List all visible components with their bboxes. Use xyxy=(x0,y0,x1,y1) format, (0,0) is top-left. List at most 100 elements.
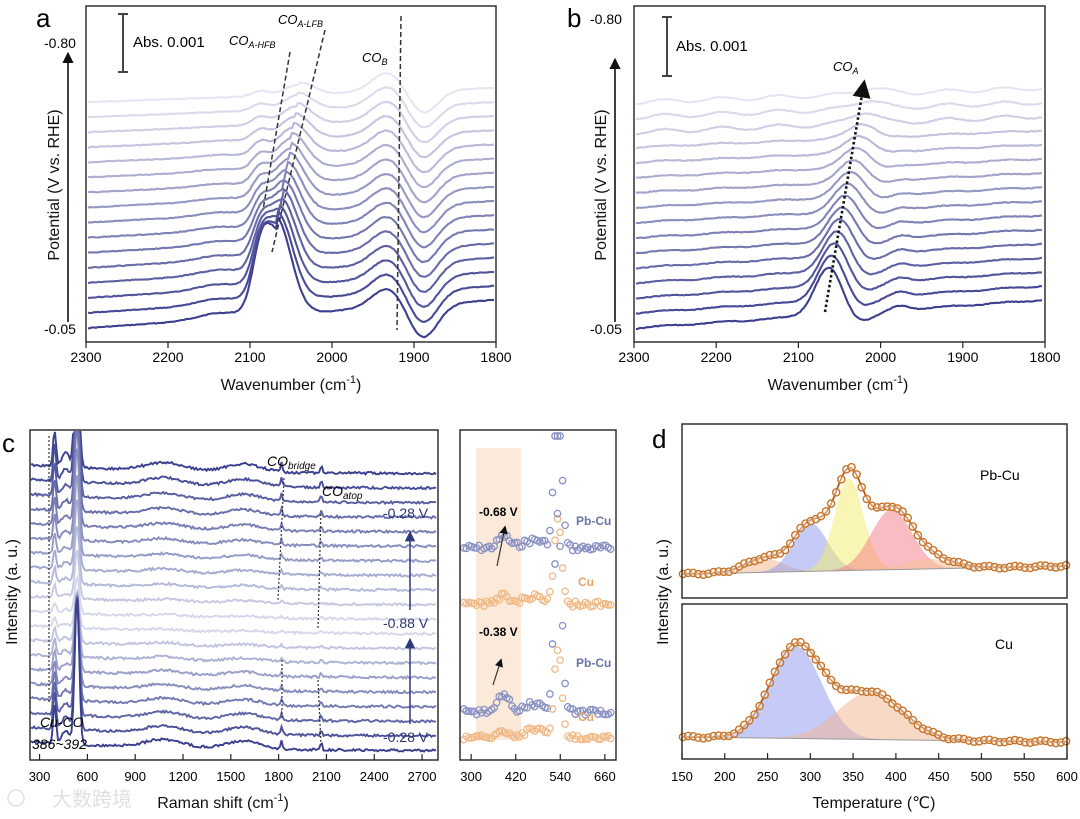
fit-peak-d xyxy=(683,509,1066,574)
inset-data-point xyxy=(553,432,562,440)
inset-data-point xyxy=(561,587,569,596)
inset-data-point xyxy=(576,735,585,744)
ir-spectrum-line xyxy=(87,100,495,144)
tpd-data-point xyxy=(806,648,816,658)
tpd-data-point xyxy=(755,701,764,711)
x-tick-label: 2100 xyxy=(312,769,341,784)
panel-a-pot-bottom: -0.05 xyxy=(44,321,76,337)
ir-spectrum-line xyxy=(87,72,495,114)
panel-a-ylabel: Potential (V vs. RHE) xyxy=(46,109,63,260)
tpd-data-point xyxy=(775,658,785,667)
ir-spectrum-line xyxy=(87,86,495,129)
raman-spectrum-line xyxy=(30,595,437,709)
panel-d-top-label: Pb-Cu xyxy=(980,467,1020,483)
inset-data-point xyxy=(606,545,615,553)
tpd-data-point xyxy=(826,675,836,685)
raman-spectrum-line xyxy=(30,431,437,476)
panel-b-xlabel: Wavenumber (cm-1) xyxy=(768,374,909,394)
inset-cu-2: Cu xyxy=(578,710,594,724)
tpd-data-point xyxy=(852,470,861,479)
inset-data-point xyxy=(548,572,557,580)
inset-data-point xyxy=(538,536,547,545)
x-tick-label: 420 xyxy=(505,769,527,784)
panel-a-scale-text: Abs. 0.001 xyxy=(133,34,205,51)
x-tick-label: 300 xyxy=(29,769,51,784)
raman-spectrum-line xyxy=(31,431,437,520)
panel-a-pot-top: -0.80 xyxy=(44,35,76,51)
inset-arrow-2 xyxy=(492,658,503,686)
raman-spectrum-line xyxy=(30,525,437,593)
panel-c-ticks: 300 600 900 1200 1500 1800 2100 2400 2700 xyxy=(29,754,437,784)
tpd-data-point xyxy=(898,507,907,516)
ir-spectrum-line xyxy=(87,214,495,339)
panel-b-pot-top: -0.80 xyxy=(590,11,622,27)
panel-c: c CObridge COatop Cu-CO 386~392 -0.28 V … xyxy=(2,428,439,812)
panel-d-curves xyxy=(678,462,1071,748)
inset-data-point xyxy=(543,540,552,549)
ir-spectrum-line xyxy=(87,209,495,324)
panel-c-v-top: -0.28 V xyxy=(383,505,429,521)
panel-a-hfb-guide xyxy=(262,51,291,211)
panel-a: a Abs. 0.001 COA-HFB COA-LFB COB -0.80 -… xyxy=(36,3,512,394)
panel-d: d Pb-Cu Cu Intensity (a. u.) 150 200 250 30… xyxy=(652,423,1078,812)
panel-a-lfb-guide xyxy=(271,29,326,253)
inset-data-point xyxy=(465,733,473,742)
panel-b-frame xyxy=(633,5,1046,343)
panel-b-shift-arrow xyxy=(823,79,871,313)
tpd-data-point xyxy=(816,661,826,671)
x-tick-label: 2100 xyxy=(234,349,265,365)
panel-c-co-atop: COatop xyxy=(322,483,363,502)
tpd-data-point xyxy=(903,513,913,523)
panel-c-v-mid: -0.88 V xyxy=(383,615,429,631)
x-tick-label: 2400 xyxy=(360,769,389,784)
x-tick-label: 2200 xyxy=(701,349,732,365)
ir-spectrum-line xyxy=(87,187,495,278)
inset-data-point xyxy=(546,587,554,596)
panel-b: b Abs. 0.001 COA -0.80 -0.05 Potential (… xyxy=(567,3,1061,394)
x-tick-label: 500 xyxy=(971,769,993,784)
ir-spectrum-line xyxy=(635,170,1043,210)
inset-data-point xyxy=(518,542,526,551)
tpd-data-point xyxy=(908,522,918,531)
ir-spectrum-line xyxy=(87,151,495,219)
inset-data-point xyxy=(546,724,554,733)
inset-ticks: 300 420 540 660 xyxy=(460,754,616,784)
panel-b-ylabel: Potential (V vs. RHE) xyxy=(593,109,610,260)
inset-data-point xyxy=(586,732,595,741)
ir-spectrum-line xyxy=(88,112,495,159)
raman-spectrum-line xyxy=(30,431,437,491)
inset-data-point xyxy=(546,526,554,535)
ir-spectrum-line xyxy=(635,134,1043,165)
tpd-data-point xyxy=(750,710,759,719)
panel-c-label: c xyxy=(2,428,15,458)
inset-data-point xyxy=(462,707,471,715)
inset-data-point xyxy=(520,731,529,740)
ir-spectrum-line xyxy=(635,266,1043,330)
x-tick-label: 300 xyxy=(460,769,482,784)
tpd-data-point xyxy=(862,494,872,504)
tpd-data-point xyxy=(780,650,790,659)
x-tick-label: 1900 xyxy=(947,349,978,365)
ir-spectrum-line xyxy=(87,160,495,234)
inset-data-point xyxy=(586,705,595,714)
ir-spectrum-line xyxy=(88,141,495,204)
panel-c-v-bottom: -0.28 V xyxy=(383,729,429,745)
inset-data-point xyxy=(548,488,557,497)
x-tick-label: 2000 xyxy=(865,349,896,365)
tpd-data-point xyxy=(883,694,892,704)
tpd-data-point xyxy=(913,530,923,540)
inset-data-point xyxy=(601,710,610,719)
inset-data-point xyxy=(551,560,559,568)
x-tick-label: 1900 xyxy=(398,349,429,365)
x-tick-label: 1200 xyxy=(169,769,198,784)
ir-spectrum-line xyxy=(635,112,1042,136)
inset-data-point xyxy=(606,734,615,743)
tpd-data-point xyxy=(760,690,770,700)
raman-spectrum-line xyxy=(30,431,437,506)
x-tick-label: 2700 xyxy=(408,769,437,784)
inset-frame xyxy=(459,429,617,761)
inset-data-point xyxy=(541,536,549,545)
x-tick-label: 900 xyxy=(124,769,146,784)
inset-data-point xyxy=(551,536,559,545)
panel-a-co-lfb: COA-LFB xyxy=(278,12,323,29)
